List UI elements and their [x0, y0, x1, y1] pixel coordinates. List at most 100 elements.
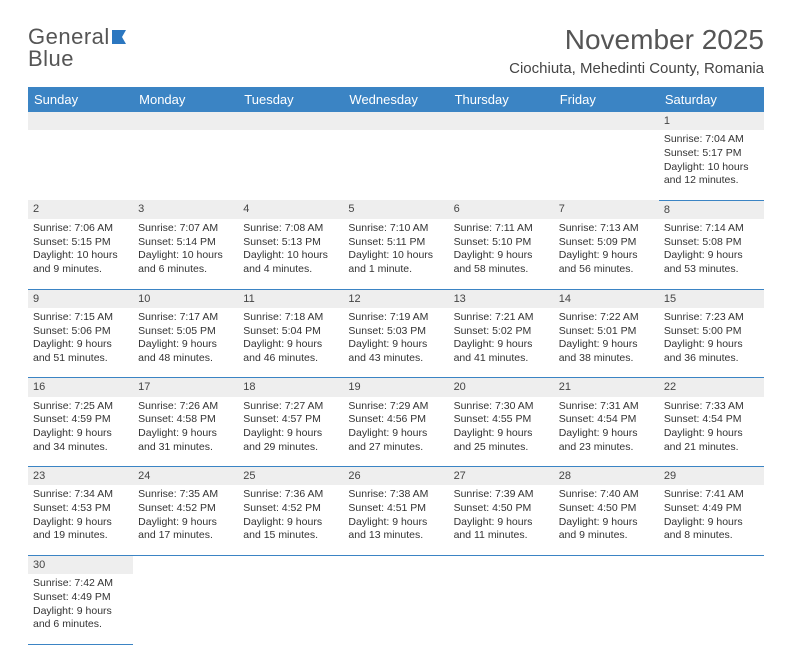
day-number-cell — [659, 555, 764, 574]
sunset-text: Sunset: 4:50 PM — [559, 502, 654, 516]
day-number-cell — [238, 112, 343, 130]
day-number-cell: 16 — [28, 378, 133, 397]
day-number-cell — [343, 112, 448, 130]
day-cell: Sunrise: 7:36 AMSunset: 4:52 PMDaylight:… — [238, 485, 343, 555]
day-number-cell: 30 — [28, 555, 133, 574]
sunset-text: Sunset: 5:10 PM — [454, 236, 549, 250]
daylight-text: Daylight: 9 hours and 19 minutes. — [33, 516, 128, 543]
day-number-cell: 15 — [659, 289, 764, 308]
daylight-text: Daylight: 9 hours and 53 minutes. — [664, 249, 759, 276]
day-cell — [449, 130, 554, 200]
day-cell: Sunrise: 7:39 AMSunset: 4:50 PMDaylight:… — [449, 485, 554, 555]
daylight-text: Daylight: 10 hours and 4 minutes. — [243, 249, 338, 276]
day-number-cell — [554, 555, 659, 574]
sunset-text: Sunset: 4:50 PM — [454, 502, 549, 516]
daynum-row: 2345678 — [28, 200, 764, 219]
weekday-header: Monday — [133, 87, 238, 112]
sunrise-text: Sunrise: 7:18 AM — [243, 311, 338, 325]
day-cell — [659, 574, 764, 644]
daylight-text: Daylight: 9 hours and 58 minutes. — [454, 249, 549, 276]
day-number-cell — [238, 555, 343, 574]
day-cell: Sunrise: 7:17 AMSunset: 5:05 PMDaylight:… — [133, 308, 238, 378]
daylight-text: Daylight: 9 hours and 31 minutes. — [138, 427, 233, 454]
day-cell: Sunrise: 7:34 AMSunset: 4:53 PMDaylight:… — [28, 485, 133, 555]
daylight-text: Daylight: 9 hours and 17 minutes. — [138, 516, 233, 543]
day-cell: Sunrise: 7:14 AMSunset: 5:08 PMDaylight:… — [659, 219, 764, 289]
week-row: Sunrise: 7:34 AMSunset: 4:53 PMDaylight:… — [28, 485, 764, 555]
day-cell: Sunrise: 7:19 AMSunset: 5:03 PMDaylight:… — [343, 308, 448, 378]
sunset-text: Sunset: 4:51 PM — [348, 502, 443, 516]
day-cell — [238, 130, 343, 200]
day-number-cell: 2 — [28, 200, 133, 219]
day-number-cell: 18 — [238, 378, 343, 397]
day-cell: Sunrise: 7:41 AMSunset: 4:49 PMDaylight:… — [659, 485, 764, 555]
day-cell: Sunrise: 7:29 AMSunset: 4:56 PMDaylight:… — [343, 397, 448, 467]
daylight-text: Daylight: 9 hours and 51 minutes. — [33, 338, 128, 365]
daylight-text: Daylight: 9 hours and 25 minutes. — [454, 427, 549, 454]
sunset-text: Sunset: 5:02 PM — [454, 325, 549, 339]
daylight-text: Daylight: 10 hours and 12 minutes. — [664, 161, 759, 188]
sunrise-text: Sunrise: 7:08 AM — [243, 222, 338, 236]
sunrise-text: Sunrise: 7:23 AM — [664, 311, 759, 325]
daylight-text: Daylight: 9 hours and 21 minutes. — [664, 427, 759, 454]
day-cell: Sunrise: 7:33 AMSunset: 4:54 PMDaylight:… — [659, 397, 764, 467]
day-number-cell — [449, 112, 554, 130]
day-number-cell: 8 — [659, 200, 764, 219]
day-number-cell: 19 — [343, 378, 448, 397]
sunset-text: Sunset: 4:49 PM — [33, 591, 128, 605]
sunrise-text: Sunrise: 7:41 AM — [664, 488, 759, 502]
day-cell: Sunrise: 7:22 AMSunset: 5:01 PMDaylight:… — [554, 308, 659, 378]
day-cell: Sunrise: 7:04 AMSunset: 5:17 PMDaylight:… — [659, 130, 764, 200]
sunset-text: Sunset: 4:54 PM — [559, 413, 654, 427]
daylight-text: Daylight: 9 hours and 9 minutes. — [559, 516, 654, 543]
sunrise-text: Sunrise: 7:04 AM — [664, 133, 759, 147]
sunset-text: Sunset: 5:00 PM — [664, 325, 759, 339]
day-cell — [133, 130, 238, 200]
weekday-header: Sunday — [28, 87, 133, 112]
daylight-text: Daylight: 10 hours and 9 minutes. — [33, 249, 128, 276]
weekday-header: Tuesday — [238, 87, 343, 112]
sunset-text: Sunset: 5:06 PM — [33, 325, 128, 339]
weekday-header: Friday — [554, 87, 659, 112]
day-cell — [238, 574, 343, 644]
weekday-header: Thursday — [449, 87, 554, 112]
day-number-cell: 23 — [28, 467, 133, 486]
daylight-text: Daylight: 9 hours and 8 minutes. — [664, 516, 759, 543]
day-number-cell: 17 — [133, 378, 238, 397]
daynum-row: 30 — [28, 555, 764, 574]
daylight-text: Daylight: 9 hours and 41 minutes. — [454, 338, 549, 365]
sunset-text: Sunset: 5:13 PM — [243, 236, 338, 250]
sunrise-text: Sunrise: 7:19 AM — [348, 311, 443, 325]
daylight-text: Daylight: 9 hours and 56 minutes. — [559, 249, 654, 276]
sunset-text: Sunset: 4:54 PM — [664, 413, 759, 427]
day-number-cell: 21 — [554, 378, 659, 397]
sunset-text: Sunset: 4:55 PM — [454, 413, 549, 427]
day-number-cell: 25 — [238, 467, 343, 486]
sunset-text: Sunset: 4:56 PM — [348, 413, 443, 427]
daynum-row: 23242526272829 — [28, 467, 764, 486]
day-cell — [343, 574, 448, 644]
sunrise-text: Sunrise: 7:31 AM — [559, 400, 654, 414]
day-cell: Sunrise: 7:15 AMSunset: 5:06 PMDaylight:… — [28, 308, 133, 378]
daylight-text: Daylight: 9 hours and 38 minutes. — [559, 338, 654, 365]
day-number-cell: 27 — [449, 467, 554, 486]
sunrise-text: Sunrise: 7:17 AM — [138, 311, 233, 325]
sunrise-text: Sunrise: 7:13 AM — [559, 222, 654, 236]
day-cell: Sunrise: 7:13 AMSunset: 5:09 PMDaylight:… — [554, 219, 659, 289]
header: General Blue November 2025 Ciochiuta, Me… — [28, 24, 764, 77]
sunset-text: Sunset: 5:11 PM — [348, 236, 443, 250]
sunrise-text: Sunrise: 7:39 AM — [454, 488, 549, 502]
week-row: Sunrise: 7:42 AMSunset: 4:49 PMDaylight:… — [28, 574, 764, 644]
sunrise-text: Sunrise: 7:11 AM — [454, 222, 549, 236]
sunrise-text: Sunrise: 7:40 AM — [559, 488, 654, 502]
day-cell: Sunrise: 7:42 AMSunset: 4:49 PMDaylight:… — [28, 574, 133, 644]
day-cell: Sunrise: 7:11 AMSunset: 5:10 PMDaylight:… — [449, 219, 554, 289]
sunrise-text: Sunrise: 7:36 AM — [243, 488, 338, 502]
daylight-text: Daylight: 10 hours and 6 minutes. — [138, 249, 233, 276]
daylight-text: Daylight: 9 hours and 27 minutes. — [348, 427, 443, 454]
day-cell: Sunrise: 7:31 AMSunset: 4:54 PMDaylight:… — [554, 397, 659, 467]
sunrise-text: Sunrise: 7:35 AM — [138, 488, 233, 502]
sunset-text: Sunset: 5:15 PM — [33, 236, 128, 250]
daylight-text: Daylight: 9 hours and 6 minutes. — [33, 605, 128, 632]
day-cell: Sunrise: 7:08 AMSunset: 5:13 PMDaylight:… — [238, 219, 343, 289]
